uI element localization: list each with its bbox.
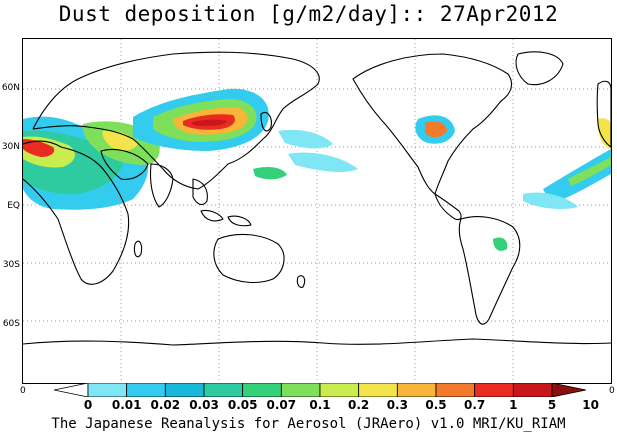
coast-australia [213, 233, 285, 284]
coast-indonesia-1 [200, 209, 224, 222]
coast-africa [23, 140, 130, 285]
colorbar-cell [435, 383, 476, 397]
coast-indonesia-2 [227, 215, 252, 227]
colorbar-tick-label: 0.01 [111, 398, 142, 412]
coast-namerica [352, 53, 513, 195]
coast-central-america [434, 193, 462, 221]
colorbar-cell [203, 383, 244, 397]
plume-pacific-1 [278, 129, 333, 149]
colorbar-tick-label: 0.1 [309, 398, 331, 412]
colorbar-left-zero: 0 [20, 386, 26, 396]
colorbar-arrow-left [54, 383, 89, 397]
plume-pacific-2 [288, 152, 358, 172]
colorbar-cell [512, 383, 553, 397]
attribution-footer: The Japanese Reanalysis for Aerosol (JRA… [51, 416, 566, 432]
colorbar-cell [164, 383, 205, 397]
colorbar-cell [280, 383, 321, 397]
colorbar-cell [126, 383, 166, 397]
coast-samerica [458, 216, 521, 325]
plume-sahara-core [23, 139, 55, 157]
coast-greenland [515, 51, 564, 86]
colorbar-tick-label: 0.02 [150, 398, 181, 412]
colorbar-arrow-right [551, 383, 586, 397]
lat-label-60n: 60N [1, 83, 20, 93]
coast-arabia [100, 148, 149, 180]
coast-indochina [192, 178, 208, 206]
colorbar-tick-label: 10 [582, 398, 600, 412]
coast-newzealand [296, 275, 306, 288]
colorbar-tick-label: 0.03 [189, 398, 219, 412]
world-map [22, 38, 612, 384]
plume-samerica [493, 237, 508, 251]
colorbar-right-zero: 0 [609, 386, 615, 396]
coast-europe-wrap [596, 80, 611, 148]
coast-madagascar [133, 240, 143, 258]
colorbar-cell [87, 383, 128, 397]
map-title: Dust deposition [g/m2/day]:: 27Apr2012 [58, 2, 559, 26]
colorbar-tick-label: 0 [83, 398, 93, 412]
coast-antarctica [23, 338, 611, 346]
colorbar-cell [358, 383, 398, 397]
coast-japan [260, 111, 272, 132]
colorbar-tick-label: 5 [547, 398, 557, 412]
plume-west-africa-edge [597, 118, 611, 149]
plume-asia-max [191, 119, 227, 126]
coastlines [23, 51, 611, 346]
coast-eurasia [32, 51, 320, 190]
colorbar-tick-label: 0.5 [425, 398, 447, 412]
colorbar-tick-label: 0.7 [464, 398, 486, 412]
colorbar-tick-label: 1 [509, 398, 518, 412]
colorbar-tick-label: 0.3 [386, 398, 408, 412]
graticule [23, 39, 611, 383]
dust-plumes [23, 88, 611, 251]
plume-namerica-core [425, 121, 447, 138]
colorbar-tick-label: 0.2 [348, 398, 370, 412]
colorbar-cell [474, 383, 514, 397]
map-canvas [23, 39, 611, 383]
lat-label-eq: EQ [7, 201, 20, 211]
plume-atlantic-core [568, 157, 611, 186]
colorbar-cell [242, 383, 282, 397]
colorbar-cell [319, 383, 360, 397]
lat-label-60s: 60S [2, 319, 20, 329]
colorbar-cell [396, 383, 437, 397]
coast-india [149, 163, 174, 208]
colorbar [54, 383, 586, 397]
colorbar-tick-label: 0.05 [227, 398, 258, 412]
lat-label-30s: 30S [2, 260, 20, 270]
colorbar-tick-label: 0.07 [266, 398, 297, 412]
lat-label-30n: 30N [1, 142, 20, 152]
plume-arabia-core [102, 130, 138, 151]
plume-pacific-3 [253, 167, 287, 180]
plume-caribbean [523, 192, 578, 209]
